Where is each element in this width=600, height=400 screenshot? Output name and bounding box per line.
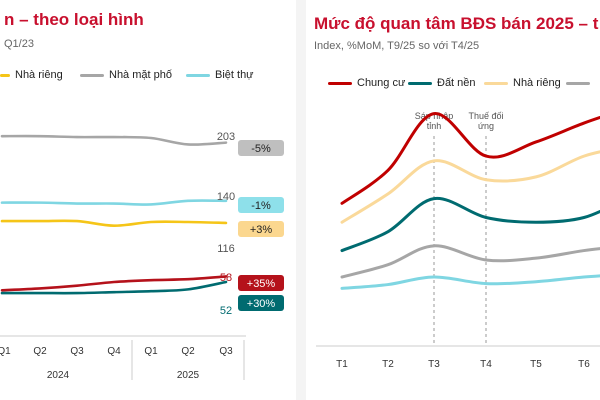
series-line-dat-nen (340, 197, 600, 253)
x-tick-label: Q2 (181, 346, 195, 357)
legend-dat-nen: Đất nền (408, 77, 476, 89)
legend-swatch-nha-rieng (0, 73, 10, 77)
left-chart-subtitle: Q1/23 (4, 38, 34, 50)
legend-label-biet-thu: Biệt thự (215, 69, 254, 81)
series-line-cyan (340, 274, 600, 290)
x-tick-label: T3 (428, 359, 440, 370)
left-line-chart: 203 -5% 140 -1% 116 +3% 58 +35% 52 +30% Q1 Q2 Q3 Q4 Q1… (0, 131, 284, 381)
legend-swatch-nha-mat-pho (80, 73, 104, 77)
series-line-gray (340, 244, 600, 279)
x-tick-label: T5 (530, 359, 542, 370)
x-tick-label: Q1 (144, 346, 158, 357)
legend-label-chung-cu: Chung cư (357, 77, 406, 89)
annotation-label: tỉnh (427, 121, 442, 131)
x-tick-label: T6 (578, 359, 590, 370)
x-tick-label: Q2 (33, 346, 47, 357)
badge-red: +35% (247, 278, 276, 290)
left-chart-panel: n – theo loại hình Q1/23 Nhà riêng Nhà m… (0, 0, 296, 400)
legend-nha-mat-pho: Nhà mặt phố (80, 69, 172, 81)
x-tick-label: T4 (480, 359, 492, 370)
legend-label-nha-mat-pho: Nhà mặt phố (109, 69, 172, 81)
series-line-red (0, 275, 228, 292)
annotation-label: Sáp nhập (415, 111, 454, 121)
x-tick-label: Q4 (107, 346, 121, 357)
legend-swatch-biet-thu (186, 73, 210, 77)
annotation-label: ứng (478, 121, 494, 131)
annotation-label: Thuế đối (468, 111, 503, 121)
x-tick-label: T1 (336, 359, 348, 370)
x-tick-label: Q3 (70, 346, 84, 357)
end-label-teal: 52 (220, 305, 232, 317)
right-chart-subtitle: Index, %MoM, T9/25 so với T4/25 (314, 40, 480, 52)
end-label-red: 58 (220, 272, 232, 284)
end-label-biet-thu: 140 (217, 191, 235, 203)
legend-biet-thu: Biệt thự (186, 69, 254, 81)
legend-label-nha-rieng: Nhà riêng (15, 69, 63, 81)
legend-swatch-nha-rieng-right (484, 81, 508, 85)
series-line-teal (0, 280, 228, 295)
legend-gray-partial (566, 77, 595, 89)
legend-label-dat-nen: Đất nền (437, 77, 476, 89)
legend-nha-rieng: Nhà riêng (0, 69, 63, 81)
badge-bg-biet-thu (238, 197, 284, 213)
end-label-nha-mat-pho: 203 (217, 131, 235, 143)
x-tick-label: T2 (382, 359, 394, 370)
end-label-nha-rieng: 116 (217, 243, 235, 255)
legend-nha-rieng-right: Nhà riêng (484, 77, 561, 89)
legend-swatch-chung-cu (328, 81, 352, 85)
right-chart-panel: Mức độ quan tâm BĐS bán 2025 – t Index, … (306, 0, 600, 400)
badge-nha-mat-pho: -5% (251, 143, 271, 155)
badge-biet-thu: -1% (251, 200, 271, 212)
legend-swatch-gray (566, 81, 590, 85)
x-group-label-2025: 2025 (177, 370, 200, 381)
badge-bg-red (238, 275, 284, 291)
badge-bg-teal (238, 295, 284, 311)
x-tick-label: Q3 (219, 346, 233, 357)
series-line-nha-rieng (0, 219, 228, 227)
series-line-nha-mat-pho (0, 134, 228, 146)
right-chart-title: Mức độ quan tâm BĐS bán 2025 – t (314, 14, 599, 33)
x-group-label-2024: 2024 (47, 370, 70, 381)
badge-bg-nha-rieng (238, 221, 284, 237)
panel-gutter (296, 0, 306, 400)
legend-swatch-dat-nen (408, 81, 432, 85)
series-line-nha-rieng (340, 150, 600, 224)
x-tick-label: Q1 (0, 346, 11, 357)
series-line-chung-cu (340, 112, 600, 205)
series-line-biet-thu (0, 199, 228, 206)
legend-chung-cu: Chung cư (328, 77, 405, 89)
badge-nha-rieng: +3% (250, 224, 273, 236)
badge-bg-nha-mat-pho (238, 140, 284, 156)
badge-teal: +30% (247, 298, 276, 310)
legend-label-nha-rieng-right: Nhà riêng (513, 77, 561, 89)
left-chart-title: n – theo loại hình (4, 10, 144, 29)
